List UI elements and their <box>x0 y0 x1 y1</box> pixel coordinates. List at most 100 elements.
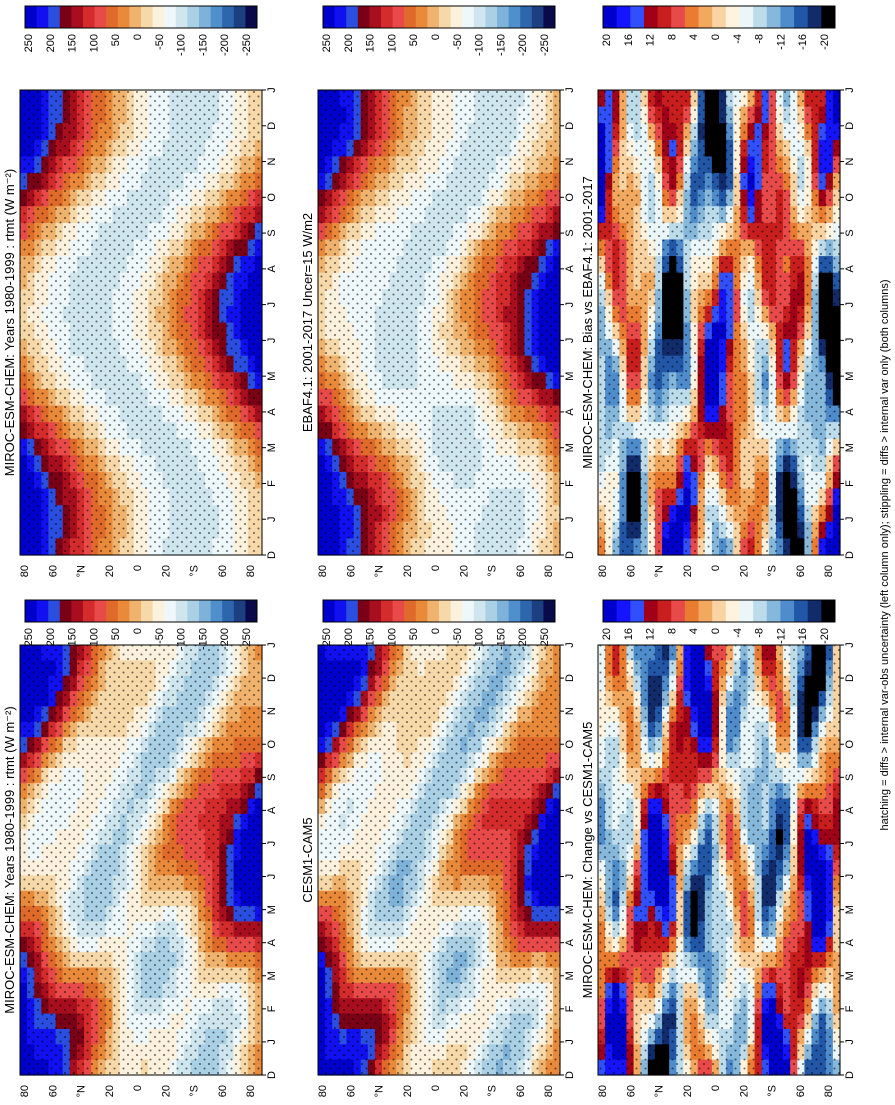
y-tick-label: 80 <box>597 565 609 577</box>
colorbar-swatch <box>222 6 235 28</box>
colorbar-tick-label: 200 <box>45 34 57 52</box>
x-tick-label: J <box>266 516 278 522</box>
colorbar-swatch <box>106 6 119 28</box>
x-tick-label: D <box>564 122 576 130</box>
panel-title: EBAF4.1: 2001-2017 Uncer=15 W/m2 <box>300 213 315 432</box>
plot-frame <box>19 644 263 1076</box>
colorbar-swatch <box>485 6 498 28</box>
colorbar-swatch <box>766 6 781 28</box>
panel-top-right: MIROC-ESM-CHEM: Years 1980-1999 : rtmt (… <box>2 599 278 1097</box>
x-tick-label: J <box>844 338 856 344</box>
y-tick-label: °S <box>767 565 779 577</box>
colorbar-tick-label: 100 <box>88 628 100 646</box>
colorbar-tick-label: 50 <box>110 628 122 640</box>
x-tick-label: J <box>266 302 278 308</box>
colorbar-tick-label: -250 <box>241 34 253 56</box>
panel-title: MIROC-ESM-CHEM: Years 1980-1999 : rtmt (… <box>2 169 17 476</box>
colorbar: 250 200 150 100 50 0 -50 -100 -150 -200 -250 <box>23 5 258 56</box>
y-tick-label: 20 <box>160 565 172 577</box>
x-tick-label: D <box>266 122 278 130</box>
y-tick-label: 80 <box>245 565 257 577</box>
colorbar-swatch <box>106 600 119 622</box>
colorbar-swatch <box>129 6 142 28</box>
colorbar-tick-label: 4 <box>688 34 700 40</box>
y-tick-label: 20 <box>682 565 694 577</box>
x-tick-label: O <box>266 193 278 202</box>
colorbar-swatch <box>543 6 556 28</box>
y-tick-label: 60 <box>345 565 357 577</box>
colorbar-swatch <box>25 600 37 622</box>
x-tick-label: D <box>844 551 856 559</box>
colorbar-tick-label: 20 <box>601 34 613 46</box>
colorbar-swatch <box>794 6 809 28</box>
y-tick-label: 80 <box>823 565 835 577</box>
colorbar-swatch <box>753 6 768 28</box>
colorbar-tick-label: -50 <box>154 34 166 50</box>
x-tick-label: O <box>844 193 856 202</box>
colorbar-swatch <box>175 6 188 28</box>
colorbar-tick-label: -50 <box>154 628 166 644</box>
x-tick-label: J <box>266 841 278 847</box>
colorbar-tick-label: -16 <box>797 34 809 50</box>
y-tick-label: 20 <box>738 565 750 577</box>
colorbar-swatch <box>531 6 544 28</box>
colorbar-tick-label: -50 <box>452 34 464 50</box>
y-tick-label: 60 <box>217 565 229 577</box>
y-tick-label: 80 <box>543 565 555 577</box>
colorbar-swatch <box>210 600 223 622</box>
y-tick-label: 80 <box>19 565 31 577</box>
colorbar-swatch <box>59 6 72 28</box>
x-tick-label: J <box>844 516 856 522</box>
colorbar-swatch <box>141 600 153 622</box>
colorbar-tick-label: 200 <box>343 34 355 52</box>
x-tick-label: M <box>266 971 278 980</box>
stipple-overlay <box>318 90 560 555</box>
plot-frame <box>317 89 561 556</box>
colorbar-tick-label: 0 <box>430 34 442 40</box>
panel-top-left: MIROC-ESM-CHEM: Years 1980-1999 : rtmt (… <box>2 5 278 577</box>
x-tick-label: A <box>844 408 856 416</box>
x-tick-label: F <box>266 1005 278 1012</box>
x-tick-label: J <box>266 642 278 648</box>
colorbar-swatch <box>199 600 211 622</box>
colorbar: 250 200 150 100 50 0 -50 -100 -150 -200 -250 <box>321 5 556 56</box>
colorbar-tick-label: 150 <box>365 34 377 52</box>
colorbar-tick-label: 50 <box>110 34 122 46</box>
x-tick-label: A <box>564 408 576 416</box>
colorbar-frame <box>24 599 258 623</box>
colorbar-swatch <box>698 6 713 28</box>
colorbar-tick-label: -4 <box>732 34 744 44</box>
stipple-overlay <box>20 90 262 555</box>
colorbar-swatch <box>462 6 475 28</box>
colorbar-swatch <box>739 6 754 28</box>
colorbar-tick-label: 150 <box>67 628 79 646</box>
y-tick-label: 20 <box>160 1085 172 1097</box>
colorbar-swatch <box>164 600 177 622</box>
colorbar-swatch <box>369 6 382 28</box>
colorbar-swatch <box>152 6 165 28</box>
colorbar-tick-label: -100 <box>176 34 188 56</box>
colorbar-tick-label: 16 <box>623 34 635 46</box>
y-tick-label: 20 <box>402 565 414 577</box>
x-tick-label: N <box>844 158 856 166</box>
colorbar-swatch <box>684 6 699 28</box>
x-tick-label: D <box>266 1071 278 1079</box>
colorbar-tick-label: -100 <box>176 628 188 650</box>
y-tick-label: 60 <box>47 1085 59 1097</box>
x-tick-label: A <box>266 938 278 946</box>
colorbar-swatch <box>357 6 370 28</box>
colorbar-tick-label: 100 <box>386 34 398 52</box>
colorbar-swatch <box>780 6 795 28</box>
y-tick-label: 80 <box>19 1085 31 1097</box>
colorbar-swatch <box>187 6 200 28</box>
colorbar-tick-label: 12 <box>645 34 657 46</box>
colorbar-tick-label: -250 <box>539 34 551 56</box>
x-tick-label: M <box>266 372 278 381</box>
panel-title: MIROC-ESM-CHEM: Bias vs EBAF4.1: 2001-20… <box>580 176 595 469</box>
colorbar-swatch <box>175 600 188 622</box>
colorbar-swatch <box>657 6 672 28</box>
colorbar-swatch <box>129 600 142 622</box>
colorbar-swatch <box>439 6 451 28</box>
colorbar-swatch <box>497 6 509 28</box>
